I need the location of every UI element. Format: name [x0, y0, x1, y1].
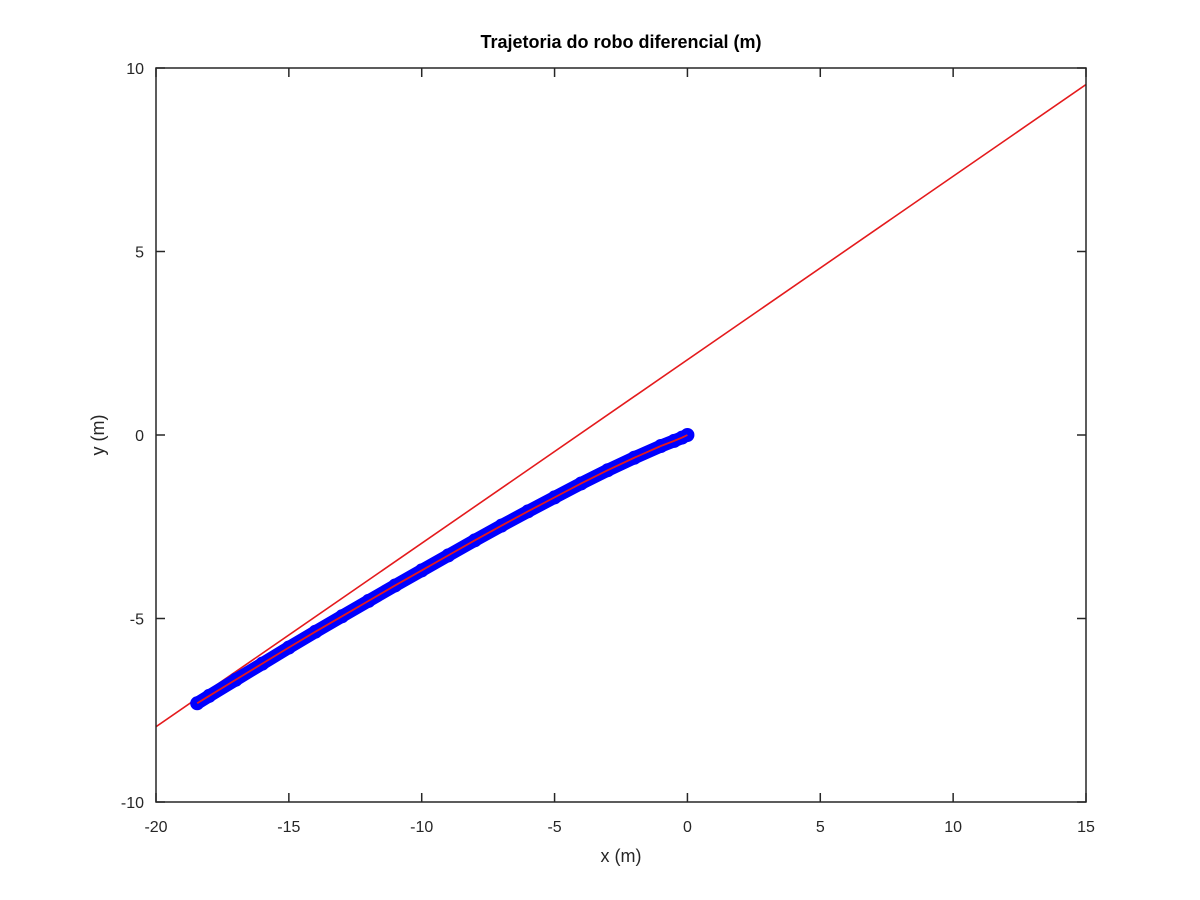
axes-box — [155, 67, 1087, 803]
x-tick-label: 10 — [944, 819, 962, 836]
chart-title: Trajetoria do robo diferencial (m) — [480, 32, 761, 52]
plot-series — [156, 83, 1086, 728]
x-tick-label: 15 — [1077, 819, 1095, 836]
trajectory-point — [190, 696, 205, 711]
x-tick-label: -15 — [277, 819, 300, 836]
axes — [155, 67, 1087, 803]
x-axis-label: x (m) — [601, 846, 642, 866]
y-tick-label: 0 — [135, 428, 144, 445]
x-tick-label: -10 — [410, 819, 433, 836]
x-tick-label: 0 — [683, 819, 692, 836]
y-tick-label: -5 — [130, 612, 144, 629]
y-tick-label: 5 — [135, 245, 144, 262]
y-tick-label: 10 — [126, 61, 144, 78]
trajectory-marker-band — [190, 428, 694, 710]
plot-area — [156, 83, 1086, 728]
trajectory-line — [196, 434, 688, 705]
x-tick-label: -20 — [144, 819, 167, 836]
reference-line — [156, 83, 1086, 728]
x-tick-label: 5 — [816, 819, 825, 836]
x-tick-label: -5 — [547, 819, 561, 836]
tick-labels: -20 -15 -10 -5 0 5 10 15 -10 -5 0 5 10 — [121, 61, 1095, 836]
y-axis-label: y (m) — [88, 415, 108, 456]
y-tick-label: -10 — [121, 795, 144, 812]
